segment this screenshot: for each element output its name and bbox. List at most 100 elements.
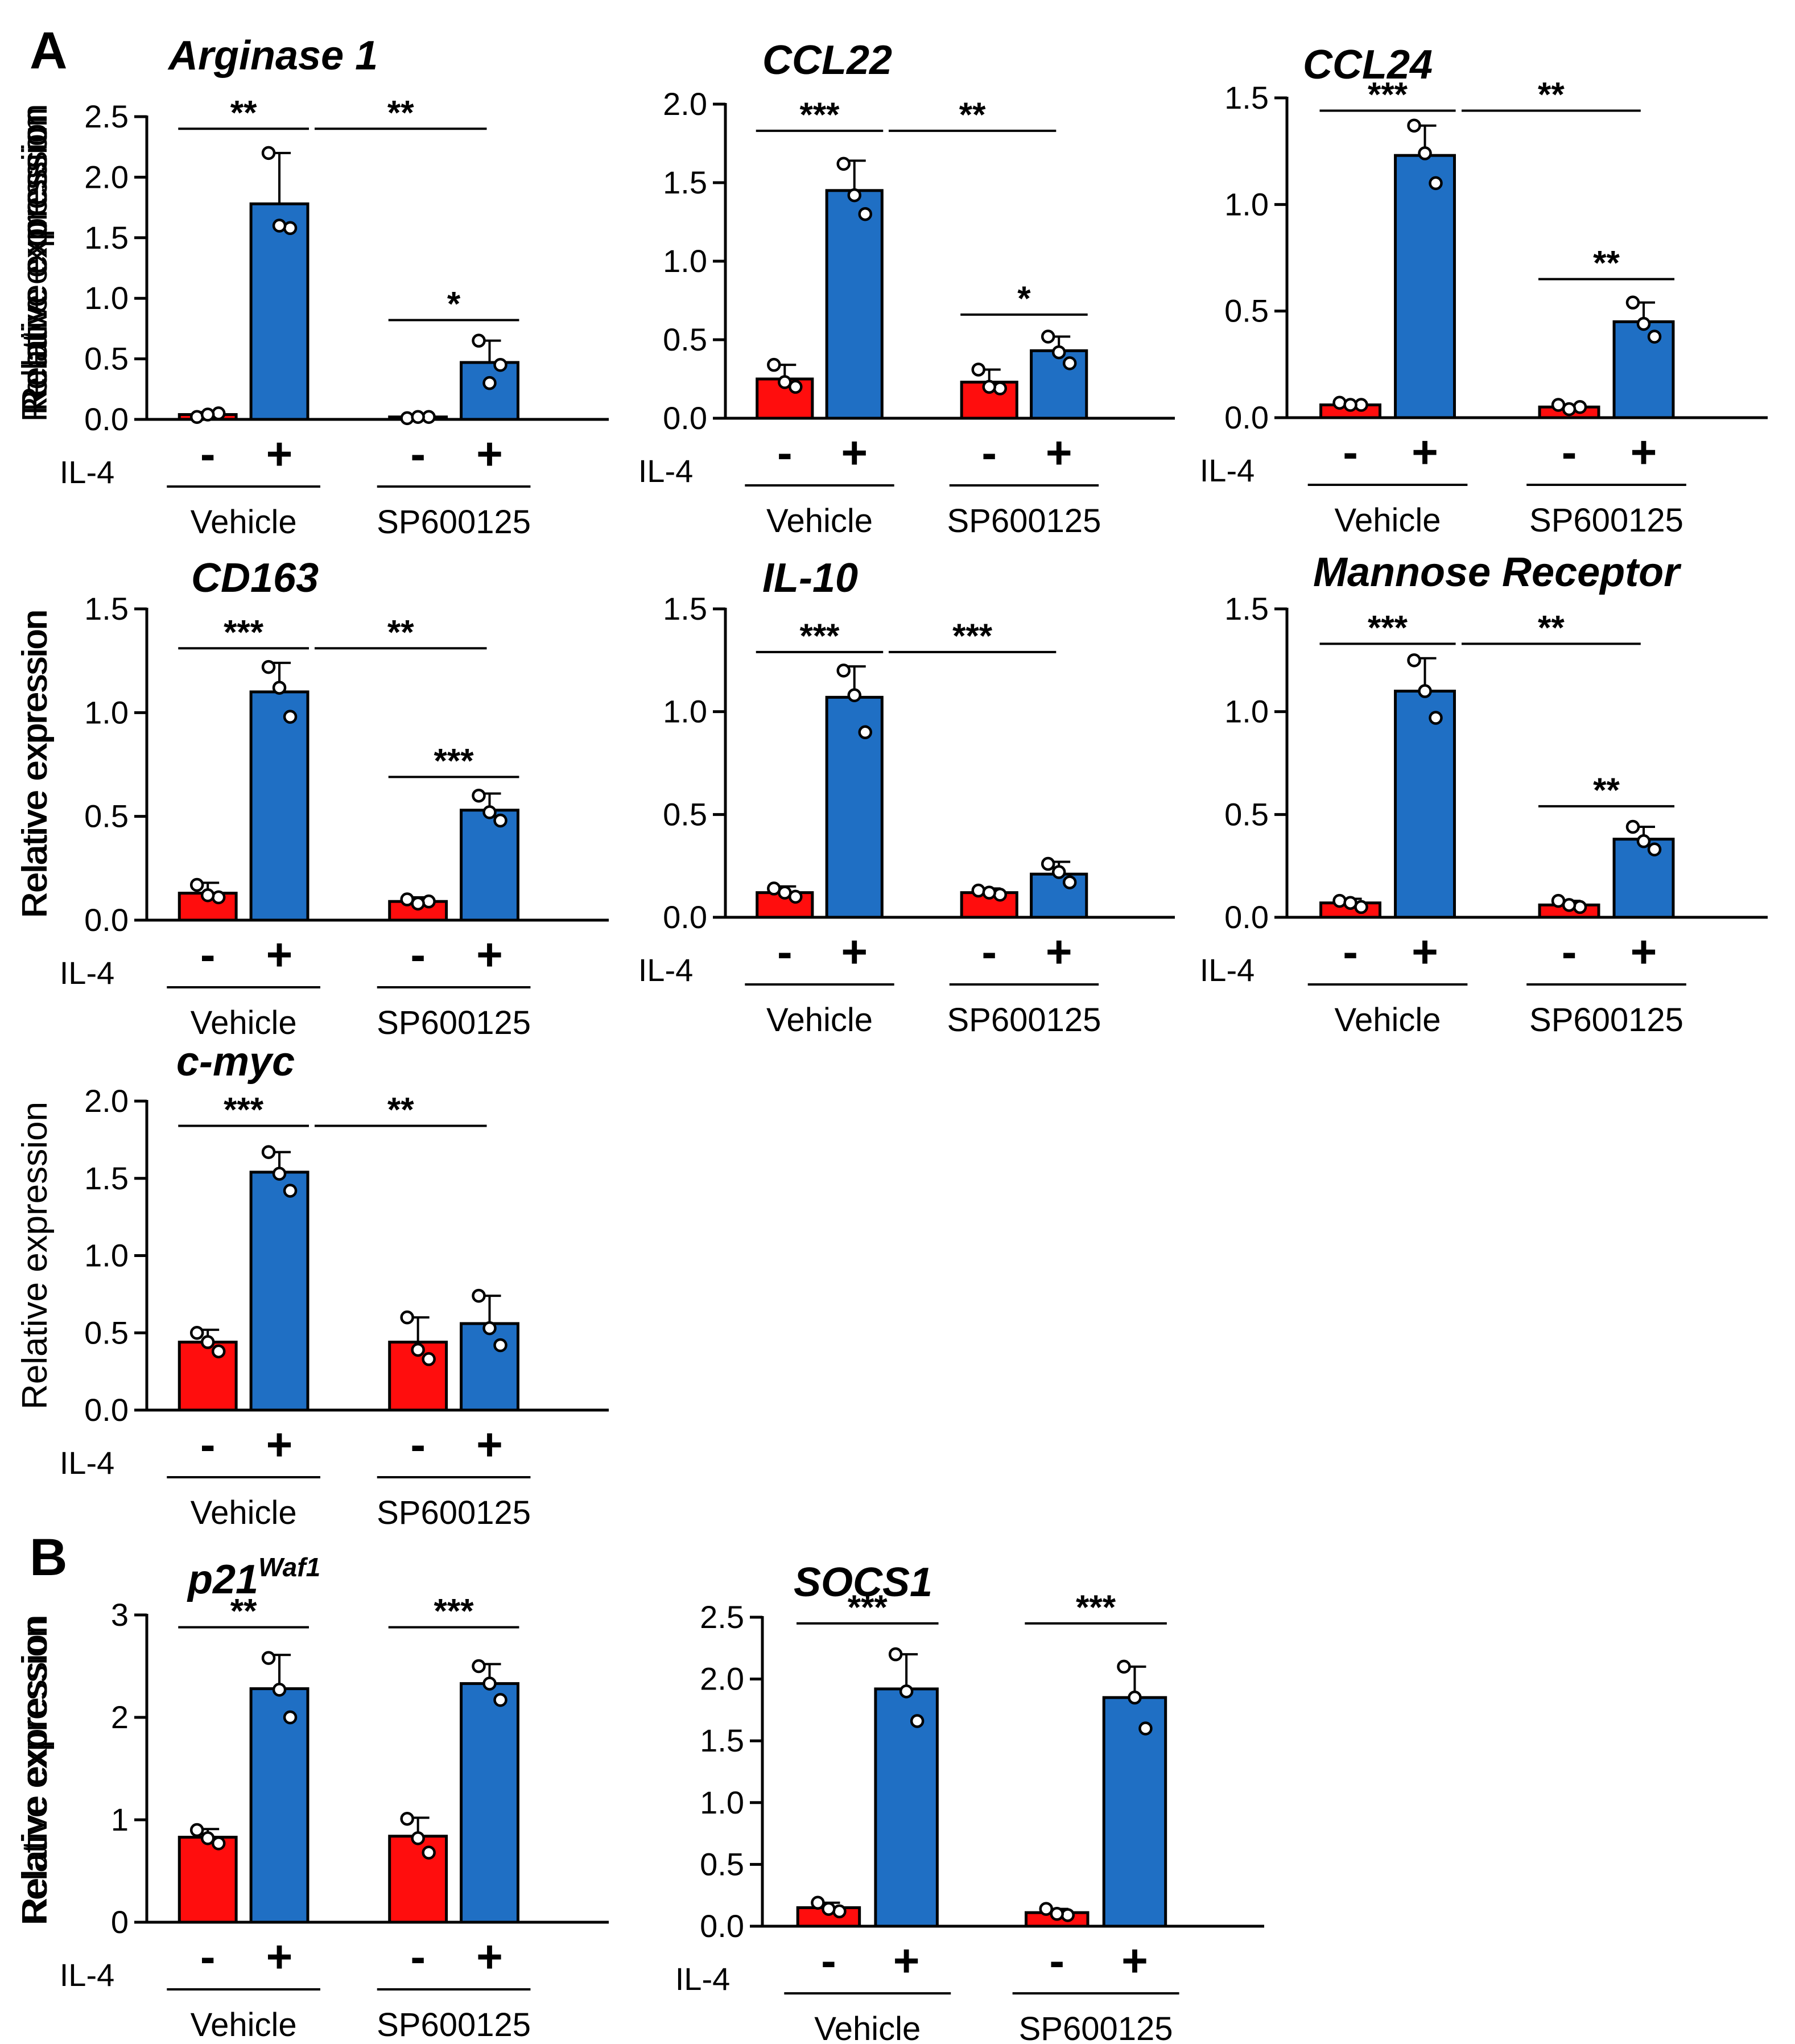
data-point: [283, 710, 298, 724]
y-tick-label: 0.5: [1224, 293, 1269, 329]
il4-label: IL-4: [638, 952, 694, 988]
bar-il4: [1030, 349, 1088, 420]
chart-socs1: SOCS1 Relative expression 0.0 0.5 1.0 1.5 2.0 2…: [15, 1560, 1264, 2044]
il4-label: IL-4: [638, 453, 694, 489]
chart-c-myc: c-myc Relative expression 0.0 0.5 1.0 1.5 2.0 *…: [15, 1039, 609, 1531]
data-point: [189, 1823, 204, 1837]
data-point: [261, 146, 276, 160]
bar-il4: [1394, 154, 1456, 419]
data-point: [1407, 118, 1421, 133]
significance-label: **: [1593, 244, 1620, 282]
significance-label: **: [387, 1090, 414, 1128]
data-point: [971, 362, 985, 377]
group-label-vehicle: Vehicle: [191, 2006, 297, 2043]
data-point: [272, 1167, 287, 1181]
il4-plus: +: [266, 428, 293, 479]
significance-label: ***: [1076, 1588, 1116, 1626]
il4-label: IL-4: [60, 1957, 115, 1993]
data-point: [272, 1683, 287, 1697]
il4-plus: +: [266, 929, 293, 980]
chart-arginase-1: Arginase 1 Relative expression 0.0 0.5 1.0 1.…: [15, 33, 609, 541]
data-point: [472, 1288, 486, 1303]
y-axis-label: Relative expression: [15, 104, 55, 411]
data-point: [1418, 146, 1432, 160]
data-point: [1051, 345, 1066, 360]
y-tick-label: 0.5: [663, 322, 707, 357]
y-tick-label: 0.0: [663, 899, 707, 935]
data-point: [858, 725, 872, 740]
il4-plus: +: [1631, 427, 1657, 477]
y-tick-label: 0.0: [1224, 399, 1269, 435]
data-point: [272, 681, 287, 695]
y-tick-label: 1.5: [1224, 80, 1269, 116]
y-axis-label: Relative expression: [15, 1614, 55, 1922]
y-axis-label: Relative expression: [15, 114, 55, 422]
y-tick-label: 0.5: [700, 1846, 744, 1882]
y-tick-label: 0.0: [84, 1392, 129, 1428]
group-label-sp600125: SP600125: [947, 1002, 1101, 1039]
data-point: [1332, 893, 1347, 908]
il4-minus: -: [200, 1419, 216, 1470]
il4-minus: -: [410, 1931, 426, 1982]
data-point: [1039, 1902, 1053, 1916]
data-point: [1332, 395, 1347, 410]
y-tick-label: 1.0: [84, 694, 129, 730]
data-point: [847, 188, 861, 203]
significance-label: ***: [799, 617, 840, 655]
data-point: [1636, 834, 1651, 848]
y-axis-label: Relative expression: [15, 107, 55, 415]
significance-label: ***: [848, 1588, 888, 1626]
bar-no-il4: [388, 1835, 448, 1924]
data-point: [261, 1651, 276, 1665]
chart-title: CCL24: [1303, 42, 1433, 88]
data-point: [822, 1902, 836, 1916]
chart-title: c-myc: [176, 1039, 295, 1085]
chart-title: Arginase 1: [167, 33, 378, 79]
data-point: [899, 1684, 914, 1699]
data-point: [1041, 856, 1055, 871]
il4-plus: +: [476, 1419, 503, 1470]
data-point: [1418, 684, 1432, 698]
y-tick-label: 0.0: [1224, 899, 1269, 935]
il4-minus: -: [1562, 926, 1577, 977]
group-label-sp600125: SP600125: [947, 502, 1101, 539]
y-tick-label: 2.5: [700, 1599, 744, 1635]
y-tick-label: 0.5: [84, 1314, 129, 1350]
data-point: [1573, 900, 1587, 914]
data-point: [200, 407, 215, 422]
data-point: [1138, 1721, 1153, 1736]
significance-label: **: [959, 96, 986, 134]
data-point: [283, 1184, 298, 1198]
chart-title: p21Waf1: [187, 1552, 320, 1602]
data-point: [1117, 1659, 1131, 1674]
il4-plus: +: [476, 929, 503, 980]
data-point: [283, 221, 298, 236]
significance-label: **: [1538, 75, 1565, 113]
data-point: [1062, 875, 1077, 889]
significance-label: **: [1593, 771, 1620, 809]
significance-label: **: [1538, 608, 1565, 646]
y-tick-label: 2.0: [663, 86, 707, 122]
data-point: [482, 1321, 497, 1336]
data-point: [1573, 400, 1587, 414]
data-point: [493, 813, 507, 828]
group-label-sp600125: SP600125: [377, 1494, 531, 1531]
y-tick-label: 0.5: [1224, 796, 1269, 832]
il4-minus: -: [777, 926, 793, 977]
y-tick-label: 3: [111, 1597, 129, 1633]
data-point: [1636, 316, 1651, 331]
data-point: [1562, 402, 1577, 417]
il4-minus: -: [1562, 427, 1577, 477]
significance-label: ***: [952, 617, 993, 655]
data-point: [200, 888, 215, 903]
bar-il4: [249, 1171, 310, 1412]
y-tick-label: 1.0: [700, 1785, 744, 1820]
bar-il4: [1030, 872, 1088, 919]
il4-minus: -: [1343, 926, 1358, 977]
data-point: [283, 1710, 298, 1725]
data-point: [1407, 653, 1421, 667]
chart-title: CD163: [191, 555, 319, 601]
bar-il4: [825, 189, 884, 420]
